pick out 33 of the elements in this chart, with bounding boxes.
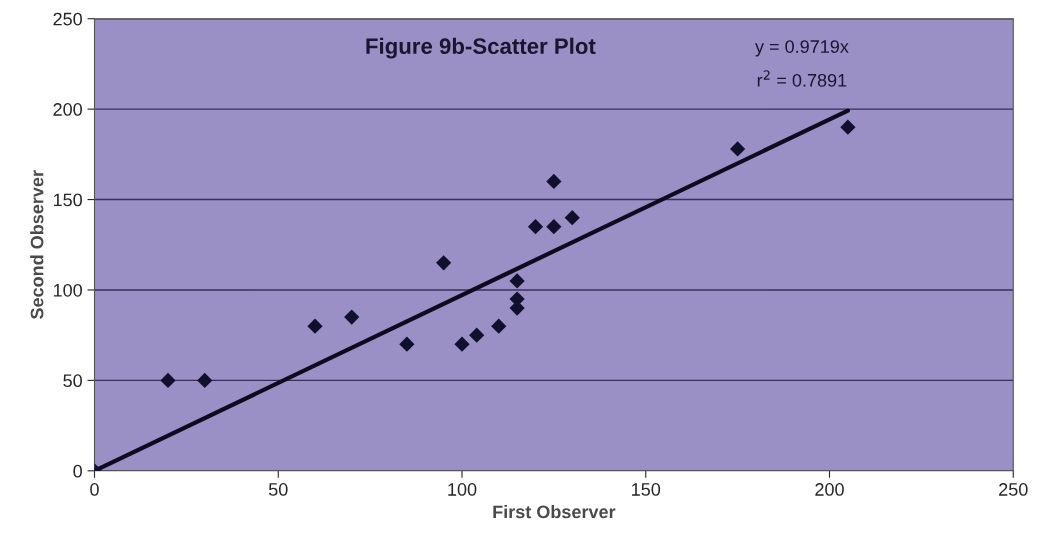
y-tick-label: 0 — [73, 464, 82, 478]
point — [546, 219, 562, 235]
y-tick-label: 150 — [53, 193, 82, 207]
point — [564, 210, 580, 226]
point — [730, 141, 746, 157]
x-tick-label: 200 — [815, 483, 844, 496]
point — [509, 273, 525, 289]
point — [546, 173, 562, 190]
x-tick-label: 250 — [999, 483, 1028, 496]
x-axis-title: First Observer — [493, 504, 616, 519]
point — [491, 318, 507, 334]
point — [840, 119, 856, 135]
annotation: y = 0.9719x — [755, 40, 849, 57]
x-tick-label: 150 — [632, 483, 661, 496]
point — [469, 327, 485, 343]
x-tick-label: 100 — [448, 483, 477, 496]
point — [527, 219, 544, 235]
text: Figure 9b-Scatter Plot — [366, 37, 596, 59]
y-tick-label: 250 — [53, 12, 82, 26]
point — [454, 336, 470, 352]
point — [160, 372, 176, 388]
annotation: r$^{2}$ = 0.7891 — [757, 70, 847, 87]
point — [344, 309, 360, 325]
point — [307, 318, 323, 334]
y-axis-title: Second Observer — [30, 170, 44, 319]
y-tick-label: 100 — [53, 283, 82, 297]
x-tick-label: 0 — [90, 483, 99, 496]
point — [197, 372, 213, 388]
y-tick-label: 200 — [53, 103, 82, 116]
point — [399, 336, 415, 352]
y-tick-label: 50 — [63, 374, 82, 388]
x-tick-label: 50 — [268, 483, 288, 496]
point — [436, 255, 452, 271]
